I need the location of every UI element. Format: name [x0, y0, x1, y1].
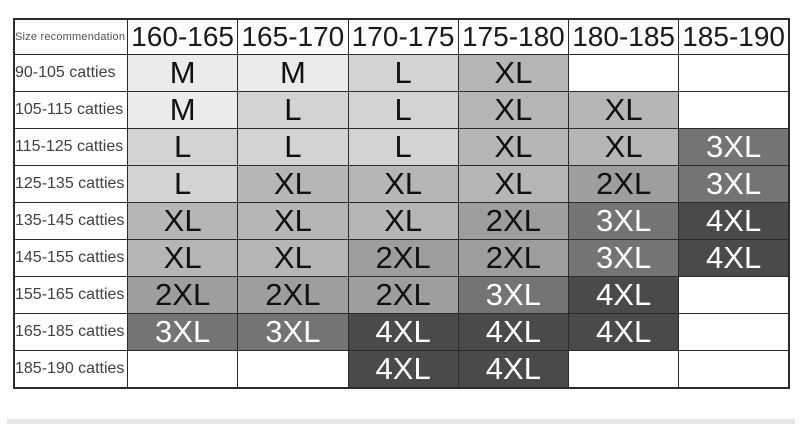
row-label: 90-105 catties — [13, 53, 128, 92]
column-header-170-175: 170-175 — [347, 18, 459, 55]
size-cell-4XL: 4XL — [347, 349, 459, 389]
row-label: 105-115 catties — [13, 90, 128, 129]
column-header-160-165: 160-165 — [126, 18, 239, 55]
size-cell-XL: XL — [237, 238, 349, 277]
size-cell-4XL: 4XL — [678, 238, 790, 277]
table-row: 145-155 catties XL XL 2XL 2XL 3XL 4XL — [13, 238, 790, 277]
size-cell-empty — [567, 349, 680, 389]
size-cell-4XL: 4XL — [457, 312, 570, 351]
size-cell-empty — [237, 349, 349, 389]
size-cell-XL: XL — [126, 238, 239, 277]
size-cell-3XL: 3XL — [567, 238, 680, 277]
table-row: 185-190 catties 4XL 4XL — [13, 349, 790, 389]
size-cell-XL: XL — [567, 90, 680, 129]
size-cell-4XL: 4XL — [457, 349, 570, 389]
column-header-180-185: 180-185 — [567, 18, 680, 55]
size-cell-M: M — [126, 90, 239, 129]
size-cell-3XL: 3XL — [678, 127, 790, 166]
size-cell-M: M — [126, 53, 239, 92]
table-body: 90-105 catties M M L XL 105-115 catties M L L XL X… — [13, 53, 790, 389]
size-cell-4XL: 4XL — [567, 275, 680, 314]
size-cell-3XL: 3XL — [567, 201, 680, 240]
row-label: 165-185 catties — [13, 312, 128, 351]
row-label: 155-165 catties — [13, 275, 128, 314]
column-header-175-180: 175-180 — [457, 18, 570, 55]
size-cell-L: L — [347, 53, 459, 92]
size-cell-3XL: 3XL — [457, 275, 570, 314]
size-cell-XL: XL — [237, 201, 349, 240]
size-cell-L: L — [347, 127, 459, 166]
size-cell-XL: XL — [567, 127, 680, 166]
size-cell-4XL: 4XL — [678, 201, 790, 240]
size-cell-2XL: 2XL — [237, 275, 349, 314]
size-cell-L: L — [126, 164, 239, 203]
size-cell-XL: XL — [457, 53, 570, 92]
size-cell-2XL: 2XL — [347, 275, 459, 314]
table-row: 90-105 catties M M L XL — [13, 53, 790, 92]
size-cell-4XL: 4XL — [567, 312, 680, 351]
row-label: 125-135 catties — [13, 164, 128, 203]
size-cell-XL: XL — [237, 164, 349, 203]
size-cell-empty — [678, 53, 790, 92]
size-cell-3XL: 3XL — [678, 164, 790, 203]
row-label: 115-125 catties — [13, 127, 128, 166]
table-row: 105-115 catties M L L XL XL — [13, 90, 790, 129]
size-cell-2XL: 2XL — [567, 164, 680, 203]
size-cell-L: L — [237, 127, 349, 166]
header-row: Size recommendation 160-165 165-170 170-175… — [13, 18, 790, 55]
size-cell-empty — [678, 90, 790, 129]
size-cell-empty — [126, 349, 239, 389]
table-row: 165-185 catties 3XL 3XL 4XL 4XL 4XL — [13, 312, 790, 351]
column-header-185-190: 185-190 — [678, 18, 790, 55]
size-cell-2XL: 2XL — [347, 238, 459, 277]
size-cell-2XL: 2XL — [126, 275, 239, 314]
size-cell-XL: XL — [347, 201, 459, 240]
size-cell-XL: XL — [347, 164, 459, 203]
size-cell-empty — [567, 53, 680, 92]
table-row: 155-165 catties 2XL 2XL 2XL 3XL 4XL — [13, 275, 790, 314]
size-cell-2XL: 2XL — [457, 238, 570, 277]
corner-label: Size recommendation — [13, 18, 128, 55]
table-row: 125-135 catties L XL XL XL 2XL 3XL — [13, 164, 790, 203]
size-cell-L: L — [126, 127, 239, 166]
table-row: 135-145 catties XL XL XL 2XL 3XL 4XL — [13, 201, 790, 240]
size-cell-3XL: 3XL — [237, 312, 349, 351]
size-cell-3XL: 3XL — [126, 312, 239, 351]
size-cell-XL: XL — [457, 164, 570, 203]
size-cell-M: M — [237, 53, 349, 92]
bottom-image-edge — [7, 419, 795, 424]
size-cell-2XL: 2XL — [457, 201, 570, 240]
row-label: 135-145 catties — [13, 201, 128, 240]
size-cell-XL: XL — [457, 90, 570, 129]
size-recommendation-table: Size recommendation 160-165 165-170 170-175… — [13, 18, 790, 389]
size-cell-XL: XL — [126, 201, 239, 240]
table-header: Size recommendation 160-165 165-170 170-175… — [13, 18, 790, 55]
size-cell-L: L — [347, 90, 459, 129]
size-cell-empty — [678, 349, 790, 389]
table-row: 115-125 catties L L L XL XL 3XL — [13, 127, 790, 166]
size-cell-empty — [678, 275, 790, 314]
column-header-165-170: 165-170 — [237, 18, 349, 55]
size-cell-XL: XL — [457, 127, 570, 166]
row-label: 185-190 catties — [13, 349, 128, 389]
size-cell-empty — [678, 312, 790, 351]
size-cell-L: L — [237, 90, 349, 129]
row-label: 145-155 catties — [13, 238, 128, 277]
size-cell-4XL: 4XL — [347, 312, 459, 351]
